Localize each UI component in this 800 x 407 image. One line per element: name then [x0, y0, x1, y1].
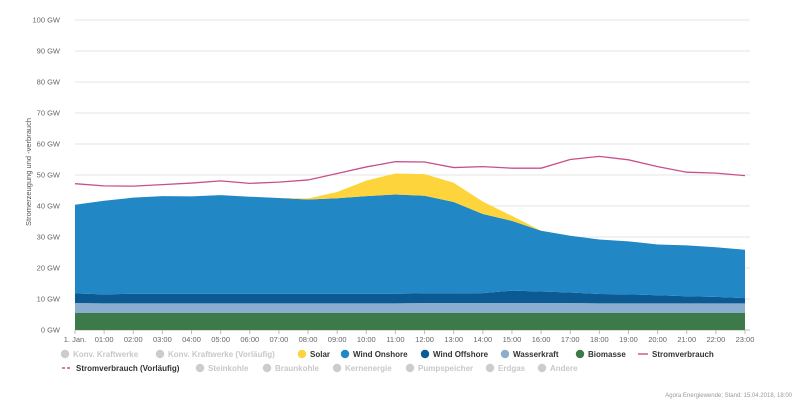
consumption-lines — [74, 155, 746, 187]
legend-item-stromverbrauch-vorl-ufig-[interactable]: Stromverbrauch (Vorläufig) — [62, 364, 180, 373]
legend-label: Wind Offshore — [433, 350, 489, 359]
legend-label: Andere — [550, 364, 578, 373]
x-tick-label: 17:00 — [561, 335, 580, 344]
x-tick-label: 15:00 — [503, 335, 522, 344]
legend-marker — [420, 349, 430, 359]
legend-item-solar[interactable]: Solar — [297, 349, 330, 359]
legend-marker — [262, 363, 272, 373]
y-tick-label: 60 GW — [37, 140, 61, 149]
y-axis-label: Stromerzeugung und -verbrauch — [24, 118, 33, 226]
legend: Konv. Kraftwerke Konv. Kraftwerke (Vorläu… — [60, 349, 714, 373]
x-tick-label: 07:00 — [270, 335, 289, 344]
x-tick-label: 10:00 — [357, 335, 376, 344]
stacked-areas — [75, 173, 745, 330]
legend-marker — [500, 349, 510, 359]
legend-item-andere[interactable]: Andere — [537, 363, 578, 373]
x-axis-ticks: 1. Jan. 01:00 02:00 03:00 04:00 05:00 06:00 07:… — [64, 330, 755, 344]
x-tick-label: 18:00 — [590, 335, 609, 344]
legend-marker — [155, 349, 165, 359]
x-tick-label: 03:00 — [153, 335, 172, 344]
legend-item-steinkohle[interactable]: Steinkohle — [195, 363, 249, 373]
x-tick-label: 05:00 — [211, 335, 230, 344]
legend-marker — [332, 363, 342, 373]
x-tick-label: 19:00 — [619, 335, 638, 344]
x-tick-label: 13:00 — [444, 335, 463, 344]
y-tick-label: 0 GW — [41, 326, 61, 335]
legend-marker — [60, 349, 70, 359]
x-tick-label: 16:00 — [532, 335, 551, 344]
chart-credit: Agora Energiewende; Stand: 15.04.2018, 1… — [665, 393, 792, 399]
y-tick-label: 20 GW — [37, 264, 61, 273]
y-tick-label: 90 GW — [37, 47, 61, 56]
legend-item-kernenergie[interactable]: Kernenergie — [332, 363, 392, 373]
legend-item-braunkohle[interactable]: Braunkohle — [262, 363, 320, 373]
y-tick-label: 50 GW — [37, 171, 61, 180]
area-wasserkraft — [75, 303, 745, 313]
x-tick-label: 20:00 — [648, 335, 667, 344]
legend-label: Wind Onshore — [353, 350, 408, 359]
legend-label: Stromverbrauch (Vorläufig) — [76, 364, 180, 373]
x-tick-label: 02:00 — [124, 335, 143, 344]
area-wind-onshore — [75, 194, 745, 299]
x-tick-label: 01:00 — [95, 335, 114, 344]
line-stromverbrauch — [74, 155, 746, 187]
area-solar — [75, 173, 745, 250]
legend-item-stromverbrauch[interactable]: Stromverbrauch — [638, 350, 714, 359]
legend-item-pumpspeicher[interactable]: Pumpspeicher — [405, 363, 473, 373]
legend-label: Konv. Kraftwerke — [73, 350, 139, 359]
legend-item-konv-kraftwerke-vorl-ufig-[interactable]: Konv. Kraftwerke (Vorläufig) — [155, 349, 275, 359]
x-tick-label: 04:00 — [182, 335, 201, 344]
legend-label: Solar — [310, 350, 330, 359]
x-tick-label: 14:00 — [473, 335, 492, 344]
legend-marker — [537, 363, 547, 373]
area-wind-offshore — [75, 290, 745, 304]
x-tick-label: 1. Jan. — [64, 335, 87, 344]
legend-label: Kernenergie — [345, 364, 392, 373]
x-tick-label: 22:00 — [706, 335, 725, 344]
legend-label: Steinkohle — [208, 364, 249, 373]
legend-item-wind-onshore[interactable]: Wind Onshore — [340, 349, 408, 359]
y-tick-label: 40 GW — [37, 202, 61, 211]
legend-label: Pumpspeicher — [418, 364, 473, 373]
y-tick-label: 10 GW — [37, 295, 61, 304]
x-tick-label: 21:00 — [677, 335, 696, 344]
x-tick-label: 12:00 — [415, 335, 434, 344]
legend-marker — [405, 363, 415, 373]
legend-label: Wasserkraft — [513, 350, 559, 359]
y-tick-label: 80 GW — [37, 78, 61, 87]
area-biomasse — [75, 312, 745, 330]
legend-label: Konv. Kraftwerke (Vorläufig) — [168, 350, 275, 359]
legend-marker — [575, 349, 585, 359]
x-tick-label: 06:00 — [240, 335, 259, 344]
legend-item-wind-offshore[interactable]: Wind Offshore — [420, 349, 489, 359]
legend-item-konv-kraftwerke[interactable]: Konv. Kraftwerke — [60, 349, 139, 359]
x-tick-label: 23:00 — [736, 335, 755, 344]
legend-label: Erdgas — [498, 364, 526, 373]
legend-marker — [485, 363, 495, 373]
y-tick-label: 30 GW — [37, 233, 61, 242]
legend-item-wasserkraft[interactable]: Wasserkraft — [500, 349, 559, 359]
legend-item-biomasse[interactable]: Biomasse — [575, 349, 627, 359]
legend-marker — [297, 349, 307, 359]
legend-marker — [340, 349, 350, 359]
legend-label: Biomasse — [588, 350, 626, 359]
x-tick-label: 09:00 — [328, 335, 347, 344]
y-axis-ticks: 0 GW 10 GW 20 GW 30 GW 40 GW 50 GW 60 GW 70 GW 8… — [32, 16, 60, 335]
x-tick-label: 08:00 — [299, 335, 318, 344]
y-tick-label: 100 GW — [32, 16, 60, 25]
y-tick-label: 70 GW — [37, 109, 61, 118]
legend-item-erdgas[interactable]: Erdgas — [485, 363, 526, 373]
legend-label: Braunkohle — [275, 364, 320, 373]
legend-marker — [195, 363, 205, 373]
legend-label: Stromverbrauch — [652, 350, 714, 359]
x-tick-label: 11:00 — [386, 335, 404, 344]
